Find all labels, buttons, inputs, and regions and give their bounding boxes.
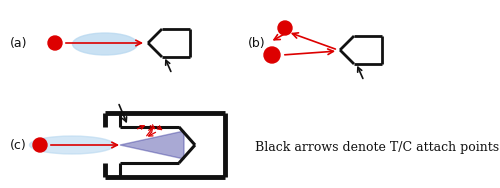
Text: (b): (b) <box>248 36 266 49</box>
Polygon shape <box>120 131 184 159</box>
Text: Black arrows denote T/C attach points: Black arrows denote T/C attach points <box>255 142 499 155</box>
Text: (c): (c) <box>10 139 27 152</box>
Text: (a): (a) <box>10 36 28 49</box>
Ellipse shape <box>30 136 114 154</box>
Circle shape <box>33 138 47 152</box>
Ellipse shape <box>72 33 138 55</box>
Circle shape <box>278 21 292 35</box>
Circle shape <box>48 36 62 50</box>
Circle shape <box>264 47 280 63</box>
